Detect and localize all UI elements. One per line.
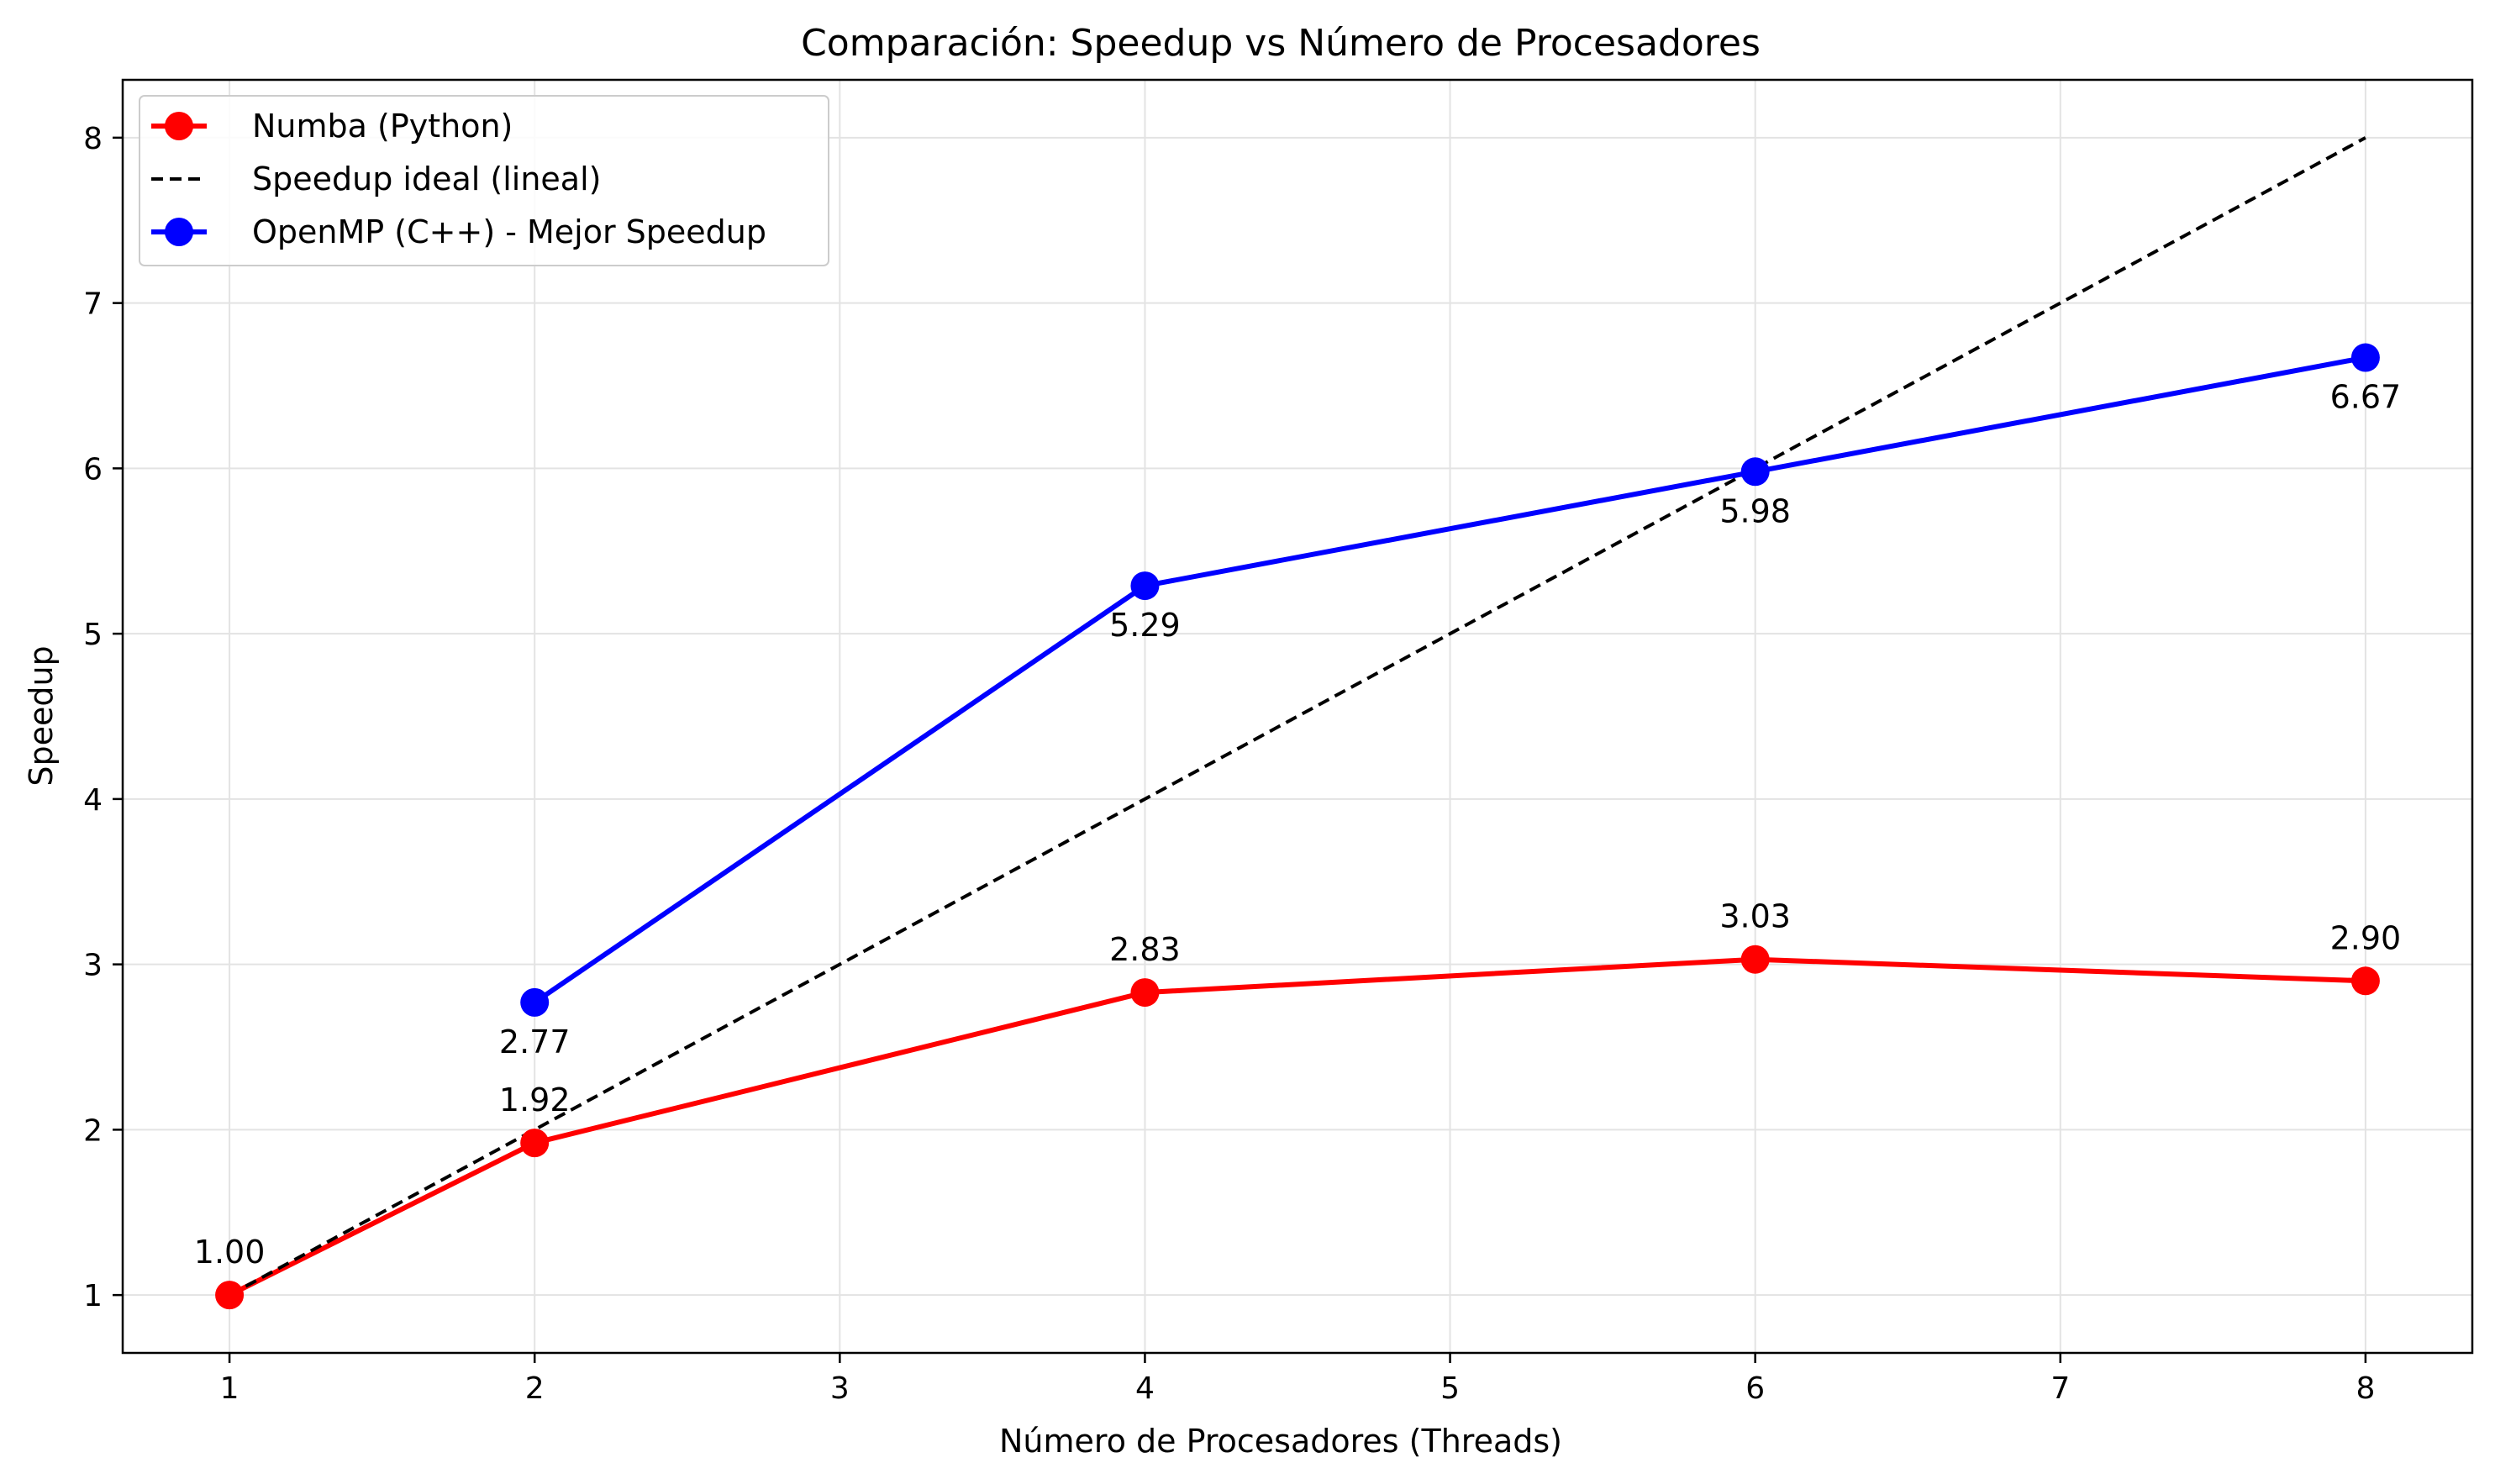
- data-label-series-0: 2.90: [2330, 919, 2402, 956]
- data-label-series-0: 1.00: [194, 1234, 266, 1271]
- data-point-series-2: [520, 987, 550, 1017]
- x-axis-label: Número de Procesadores (Threads): [999, 1423, 1562, 1460]
- data-labels-layer: 1.00 1.92 2.83 3.03 2.90 2.77 5.29 5.98 6.67: [194, 379, 2401, 1271]
- legend-entry-0: Numba (Python): [252, 108, 513, 145]
- y-tick-label: 1: [83, 1279, 103, 1313]
- series-layer: [215, 136, 2380, 1310]
- plot-frame: [121, 78, 2474, 1355]
- legend-frame: [139, 95, 829, 266]
- x-tick-label: 4: [1135, 1371, 1155, 1406]
- y-tick-label: 2: [83, 1113, 103, 1148]
- legend-entry-2: OpenMP (C++) - Mejor Speedup: [252, 213, 766, 250]
- data-point-series-2: [1130, 571, 1160, 601]
- x-tick-label: 8: [2356, 1371, 2375, 1406]
- x-tick-label: 5: [1440, 1371, 1460, 1406]
- data-label-series-0: 3.03: [1719, 898, 1791, 935]
- y-tick-label: 4: [83, 783, 103, 818]
- data-label-series-0: 1.92: [499, 1081, 571, 1118]
- legend-entry-1: Speedup ideal (lineal): [252, 161, 601, 197]
- y-tick-label: 5: [83, 618, 103, 652]
- x-tick-label: 6: [1745, 1371, 1765, 1406]
- legend: Numba (Python) Speedup ideal (lineal) Open…: [139, 95, 829, 266]
- data-point-series-2: [1740, 457, 1770, 487]
- series-line-2: [533, 355, 2366, 1005]
- data-label-series-2: 6.67: [2330, 379, 2402, 416]
- y-axis-label: Speedup: [23, 645, 60, 786]
- x-tick-label: 7: [2050, 1371, 2070, 1406]
- legend-marker-0: [165, 112, 193, 140]
- data-label-series-2: 2.77: [499, 1024, 571, 1060]
- y-tick-label: 6: [83, 452, 103, 487]
- data-label-series-2: 5.98: [1719, 492, 1791, 529]
- data-point-series-0: [2350, 966, 2380, 996]
- axes-layer: 1 2 3 4 5 6 7 8 1 2 3 4 5 6 7 8: [83, 78, 2474, 1406]
- data-point-series-2: [2350, 343, 2380, 372]
- data-point-series-0: [1130, 978, 1160, 1008]
- data-point-series-0: [1740, 945, 1770, 974]
- x-tick-label: 3: [830, 1371, 850, 1406]
- y-tick-label: 8: [83, 122, 103, 156]
- grid-layer: [123, 80, 2472, 1353]
- data-label-series-0: 2.83: [1109, 931, 1181, 968]
- y-tick-label: 3: [83, 949, 103, 983]
- x-tick-label: 1: [220, 1371, 239, 1406]
- data-label-series-2: 5.29: [1109, 607, 1181, 644]
- data-point-series-0: [520, 1129, 550, 1158]
- data-point-series-0: [215, 1281, 245, 1310]
- series-line-1: [229, 136, 2366, 1297]
- chart-title: Comparación: Speedup vs Número de Proces…: [801, 22, 1761, 65]
- legend-marker-2: [165, 218, 193, 246]
- y-tick-label: 7: [83, 287, 103, 322]
- x-tick-label: 2: [525, 1371, 545, 1406]
